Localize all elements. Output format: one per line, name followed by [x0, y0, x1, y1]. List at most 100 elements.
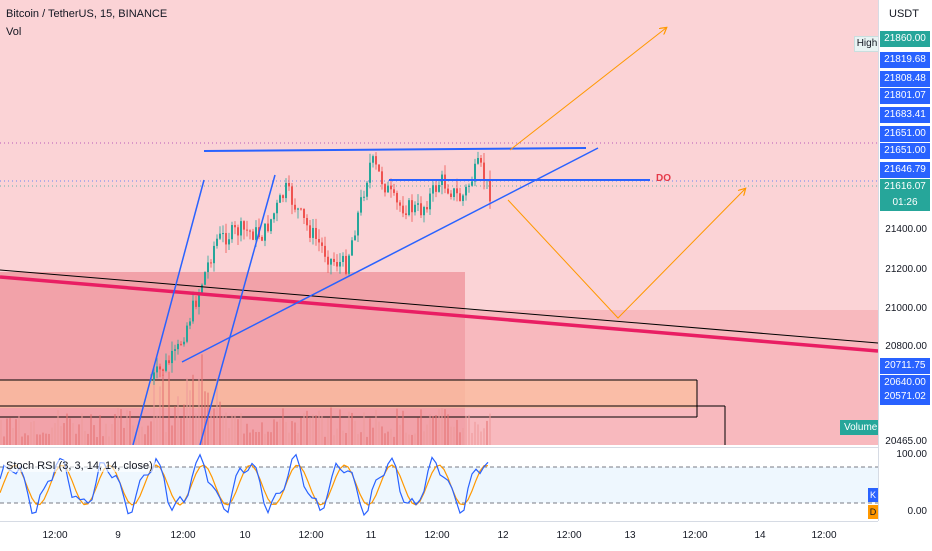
- volume-bar: [255, 432, 257, 445]
- volume-bar: [45, 433, 47, 445]
- volume-bar: [288, 432, 290, 445]
- price-badge: 21819.68: [880, 52, 930, 68]
- candle-body: [375, 156, 377, 165]
- volume-bar: [486, 420, 488, 445]
- volume-bar: [447, 414, 449, 445]
- volume-bar: [66, 413, 68, 445]
- volume-bar: [153, 378, 155, 445]
- candle-body: [216, 238, 218, 246]
- volume-bar: [390, 428, 392, 445]
- volume-bar: [0, 419, 2, 445]
- candle-body: [240, 221, 242, 236]
- candle-body: [204, 272, 206, 285]
- volume-bar: [51, 427, 53, 445]
- volume-bar: [6, 418, 8, 445]
- volume-bar: [471, 432, 473, 445]
- symbol-title[interactable]: Bitcoin / TetherUS, 15, BINANCE: [6, 8, 168, 20]
- candle-body: [420, 203, 422, 216]
- candle-body: [252, 231, 254, 240]
- resistance-line[interactable]: [203, 147, 587, 152]
- candle-body: [318, 238, 320, 243]
- volume-bar: [453, 426, 455, 445]
- candle-body: [159, 366, 161, 370]
- volume-indicator-label[interactable]: Vol: [6, 26, 22, 38]
- candle-body: [339, 261, 341, 267]
- supply-band: [0, 380, 697, 408]
- bullish-projection-arrow[interactable]: [509, 28, 666, 151]
- volume-bar: [303, 413, 305, 445]
- candle-body: [306, 217, 308, 226]
- volume-bar: [291, 421, 293, 445]
- candle-body: [189, 321, 191, 326]
- price-badge: 21651.00: [880, 143, 930, 159]
- price-tick: 20465.00: [885, 436, 927, 447]
- volume-bar: [63, 423, 65, 445]
- volume-bar: [357, 434, 359, 445]
- volume-bar: [33, 421, 35, 445]
- volume-bar: [150, 421, 152, 445]
- volume-bar: [144, 434, 146, 445]
- volume-bar: [474, 421, 476, 445]
- volume-bar: [321, 415, 323, 445]
- candle-body: [168, 360, 170, 364]
- volume-bar: [330, 407, 332, 445]
- candle-body: [342, 255, 344, 262]
- volume-bar: [429, 414, 431, 445]
- channel-line-left[interactable]: [132, 179, 205, 445]
- volume-bar: [258, 431, 260, 445]
- volume-bar: [195, 413, 197, 445]
- long-term-trendline[interactable]: [0, 275, 878, 353]
- candle-body: [210, 262, 212, 264]
- volume-bar: [210, 410, 212, 445]
- stoch-rsi-label[interactable]: Stoch RSI (3, 3, 14, 14, close): [4, 460, 155, 472]
- candle-body: [471, 181, 473, 186]
- price-chart-area[interactable]: Bitcoin / TetherUS, 15, BINANCE Vol DO V…: [0, 0, 878, 445]
- channel-line-right[interactable]: [199, 174, 276, 445]
- volume-bar: [252, 429, 254, 445]
- candle-body: [489, 179, 491, 202]
- time-axis[interactable]: 12:00 9 12:00 10 12:00 11 12:00 12 12:00 13 12:00 1…: [0, 521, 878, 551]
- price-badge: 21808.48: [880, 71, 930, 87]
- currency-label[interactable]: USDT: [889, 8, 919, 20]
- stoch-rsi-canvas: [0, 453, 878, 517]
- volume-bar: [231, 414, 233, 445]
- volume-bar: [57, 410, 59, 445]
- volume-bar: [240, 413, 242, 445]
- volume-bar: [408, 434, 410, 445]
- rsi-tick-0: 0.00: [907, 506, 927, 517]
- price-axis[interactable]: USDT 21860.00 21819.68 21808.48 21801.07 216…: [878, 0, 932, 521]
- candle-body: [447, 188, 449, 194]
- volume-bar: [78, 424, 80, 445]
- candle-body: [294, 204, 296, 210]
- volume-bar: [93, 425, 95, 445]
- rsi-tick-100: 100.00: [896, 449, 927, 460]
- time-tick: 12:00: [811, 530, 837, 541]
- price-chart-canvas[interactable]: [0, 0, 878, 445]
- volume-bar: [96, 436, 98, 445]
- bearish-then-bullish-arrow[interactable]: [507, 189, 745, 319]
- candle-body: [282, 195, 284, 199]
- long-term-trendline-shadow: [0, 269, 878, 344]
- volume-bar: [135, 431, 137, 445]
- volume-bar: [282, 408, 284, 445]
- time-tick: 9: [115, 530, 121, 541]
- volume-bar: [438, 409, 440, 445]
- time-tick: 14: [754, 530, 766, 541]
- candle-body: [408, 200, 410, 216]
- volume-bar: [396, 408, 398, 445]
- candle-body: [315, 227, 317, 239]
- volume-bar: [456, 419, 458, 445]
- volume-bar: [417, 417, 419, 445]
- volume-bar: [489, 413, 491, 445]
- ascending-support-line[interactable]: [181, 147, 599, 363]
- volume-bar: [351, 412, 353, 445]
- volume-bar: [60, 426, 62, 445]
- volume-bar: [435, 415, 437, 445]
- volume-bar: [156, 415, 158, 445]
- volume-bar: [432, 416, 434, 445]
- candle-body: [186, 325, 188, 342]
- time-tick: 12:00: [298, 530, 324, 541]
- stoch-rsi-pane[interactable]: [0, 447, 878, 522]
- candle-body: [435, 185, 437, 192]
- volume-bar: [336, 428, 338, 445]
